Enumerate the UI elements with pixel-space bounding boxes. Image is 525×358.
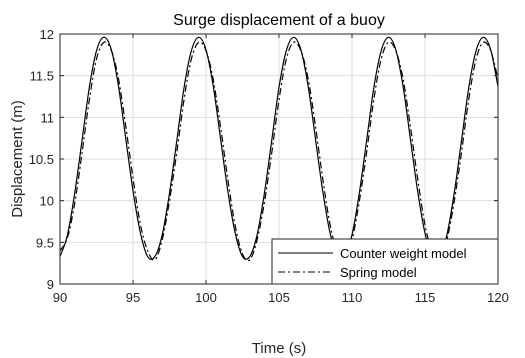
y-tick-label: 11.5: [30, 69, 54, 84]
x-tick-label: 90: [53, 290, 67, 305]
y-tick-label: 10: [40, 194, 54, 209]
y-tick-label: 11: [41, 110, 55, 125]
legend: Counter weight model Spring model: [271, 238, 499, 285]
series-layer: [60, 36, 498, 262]
x-tick-label: 100: [195, 290, 217, 305]
legend-box: [271, 238, 499, 285]
y-axis-ticks: 9 9.5 10 10.5 11 11.5 12: [29, 27, 498, 292]
x-tick-label: 110: [342, 290, 363, 305]
y-tick-label: 9.5: [36, 235, 54, 250]
x-axis-title: Time (s): [252, 340, 306, 357]
series-line-counter-weight-model: [60, 36, 498, 260]
y-axis-title: Displacement (m): [9, 100, 26, 218]
x-tick-label: 105: [268, 290, 290, 305]
x-tick-label: 115: [415, 290, 436, 305]
legend-label-spring: Spring model: [340, 265, 417, 280]
y-tick-label: 9: [47, 277, 54, 292]
y-tick-label: 10.5: [29, 152, 54, 167]
x-tick-label: 95: [126, 290, 140, 305]
legend-label-counter-weight: Counter weight model: [340, 246, 467, 261]
chart-title: Surge displacement of a buoy: [173, 12, 385, 29]
x-tick-label: 120: [487, 290, 509, 305]
x-axis-ticks: 90 95 100 105 110 115 120: [53, 34, 509, 305]
series-line-spring-model: [60, 41, 498, 262]
y-tick-label: 12: [40, 27, 54, 42]
